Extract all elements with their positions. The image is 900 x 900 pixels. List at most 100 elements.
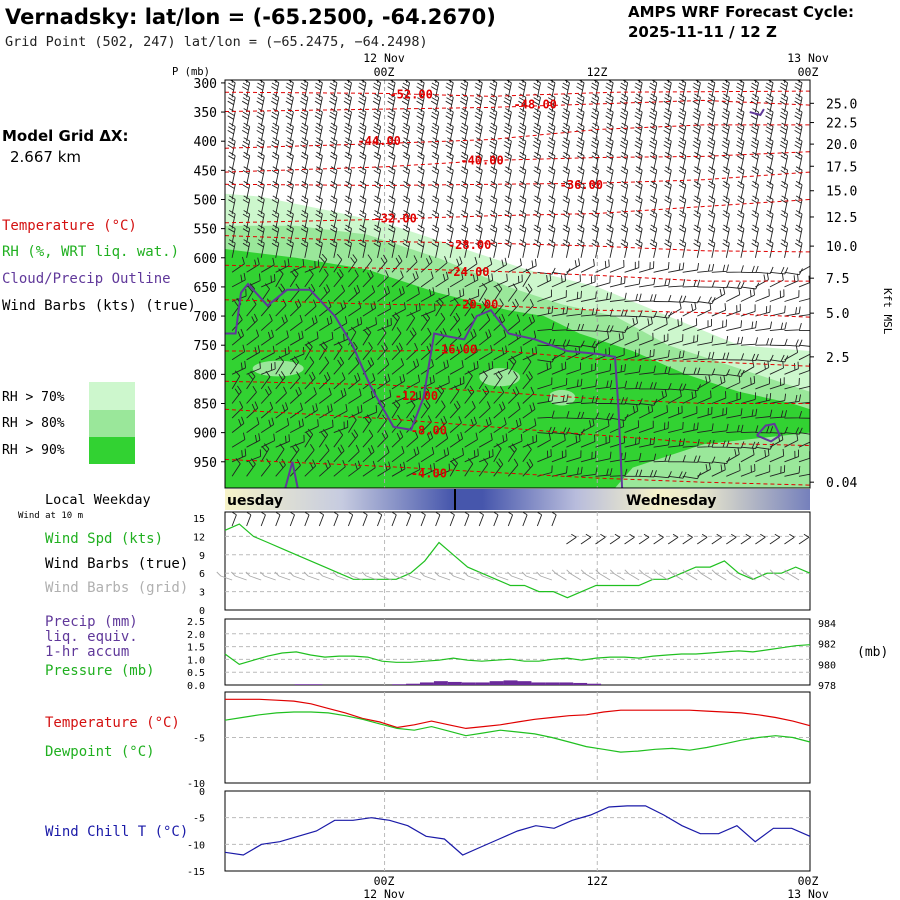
wind-barb: [551, 361, 567, 375]
wind-barb: [329, 122, 338, 142]
wind-barb: [590, 122, 600, 142]
wind-barb: [609, 292, 627, 302]
height-tick-label: 17.5: [826, 160, 857, 175]
wind-barb: [561, 80, 570, 98]
wind-barb: [319, 299, 332, 317]
wind-barb: [315, 180, 323, 200]
wind-barb: [634, 93, 643, 113]
wind-barb: [362, 429, 374, 448]
wind-barb: [740, 447, 755, 463]
precip-bar: [531, 682, 546, 685]
wind-barb: [566, 307, 584, 317]
wind-barb: [430, 122, 440, 142]
wind-barb-true: [332, 511, 339, 527]
wind-barb: [795, 210, 803, 229]
wind-barb: [271, 195, 280, 215]
wind-barb: [566, 411, 585, 420]
wind-barb: [532, 122, 541, 142]
wind-speed-line: [224, 523, 811, 599]
wind-barb: [227, 137, 236, 156]
wind-barb: [639, 437, 656, 448]
wind-barb: [431, 166, 440, 185]
wind-10m-label: Wind at 10 m: [18, 511, 83, 521]
wind-barb: [319, 403, 333, 419]
wind-barb: [547, 180, 556, 200]
wind-barb-true: [507, 511, 514, 527]
wind-barb: [478, 370, 488, 390]
bottom-hour-label: 00Z: [374, 874, 395, 888]
wind-barb: [333, 341, 343, 361]
wind-barb: [373, 151, 382, 171]
precip-tick-label: 0.5: [187, 668, 205, 679]
wind-barb-true: [769, 533, 781, 545]
wind-barb: [595, 451, 612, 463]
wind-barb: [755, 393, 772, 404]
wind-barb: [343, 80, 352, 98]
wind-barb: [653, 405, 668, 419]
wind-barb: [241, 108, 251, 127]
wind-barb-true: [463, 511, 470, 527]
wind-barb: [460, 166, 469, 185]
wind-barb: [751, 180, 759, 200]
wind-barb-grid: [595, 569, 611, 581]
wind-barb: [648, 122, 658, 142]
wind-barb-true: [420, 511, 426, 527]
wind-barb: [780, 151, 789, 171]
wind-barb: [489, 108, 498, 127]
wind-barb: [285, 122, 294, 142]
wind-barb: [537, 410, 555, 419]
wind-barb: [348, 404, 363, 419]
wind-barb: [449, 457, 458, 477]
wind-barb: [561, 108, 570, 127]
wind-barb: [388, 195, 396, 215]
wind-barb: [304, 356, 315, 375]
legend-temperature: Temperature (°C): [2, 218, 137, 234]
temperature-line: [225, 698, 811, 730]
wind-barb: [784, 449, 800, 463]
height-tick-label: 0.04: [826, 476, 857, 491]
wind-barb: [726, 320, 743, 332]
wind-barb: [648, 93, 658, 113]
wind-barb: [372, 80, 382, 98]
wind-barb: [504, 166, 512, 185]
wind-barb: [566, 395, 584, 404]
wind-barb: [624, 332, 639, 346]
wind-barb: [377, 445, 390, 463]
wind-barb-true: [595, 533, 606, 545]
pressure-tick-label: 650: [194, 281, 217, 296]
wind-barb: [387, 108, 396, 127]
wind-barb-true: [318, 511, 325, 527]
wind-barb: [449, 328, 462, 346]
wind-barb: [707, 137, 716, 156]
wind-barb: [648, 137, 658, 156]
wind-barb: [769, 410, 788, 419]
wind-barb: [344, 151, 352, 171]
wind-barb: [275, 268, 284, 288]
wind-barb-grid: [566, 569, 582, 581]
wind-barb-true: [566, 533, 577, 545]
wind-barb: [402, 166, 411, 185]
wind-barb-true: [536, 511, 543, 527]
wind-barb: [257, 239, 265, 258]
wind-barb: [304, 419, 319, 434]
legend-wind-chill: Wind Chill T (°C): [45, 824, 188, 840]
wind-barb: [478, 432, 493, 448]
wind-barb: [348, 388, 362, 404]
wind-barb: [373, 224, 382, 244]
wind-barb: [475, 166, 483, 185]
wind-barb: [577, 195, 585, 215]
temperature-tick-label: -10: [187, 779, 205, 790]
wind-barb: [590, 108, 600, 127]
wind-barb: [518, 108, 527, 127]
wind-barb: [446, 166, 454, 185]
wind-barb: [620, 151, 629, 171]
wind-barb: [635, 224, 643, 244]
wind-barb: [271, 80, 280, 98]
wind-barb: [780, 166, 789, 185]
isotherm-label: -48.00: [514, 97, 557, 111]
wind-barb: [318, 268, 329, 288]
wind-barb-grid: [405, 571, 422, 581]
wind-barb: [241, 122, 251, 142]
wind-barb: [478, 313, 491, 331]
wind-barb: [464, 432, 478, 448]
